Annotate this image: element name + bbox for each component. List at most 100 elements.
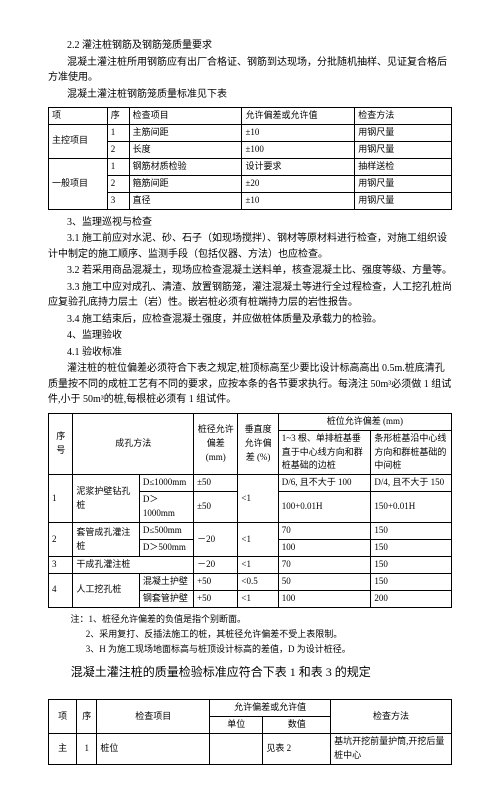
cell: D≤500mm xyxy=(139,523,193,540)
cell: 主筋间距 xyxy=(129,124,242,141)
cell: 70 xyxy=(278,557,371,574)
cell: 3 xyxy=(107,192,129,209)
cell xyxy=(210,734,263,765)
cell: 套管成孔灌注桩 xyxy=(73,523,139,557)
cell: <1 xyxy=(238,523,278,557)
cell: 用钢尺量 xyxy=(355,175,452,192)
cell: 1~3 根、单排桩基垂直于中心线方向和群桩基础的边桩 xyxy=(278,430,371,475)
cell: D/6, 且不大于 100 xyxy=(278,475,371,492)
cell: 桩位允许偏差 (mm) xyxy=(278,413,451,430)
cell: 混凝土护壁 xyxy=(139,574,193,591)
cell: D≤1000mm xyxy=(139,475,193,492)
heading-22: 2.2 灌注桩钢筋及钢筋笼质量要求 xyxy=(48,38,452,54)
cell: 用钢尺量 xyxy=(355,192,452,209)
cell: 泥浆护壁钻孔桩 xyxy=(73,475,139,523)
big-title: 混凝土灌注桩的质量检验标准应符合下表 1 和表 3 的规定 xyxy=(71,663,452,682)
cell: 1 xyxy=(77,734,97,765)
cell: ±50 xyxy=(194,475,238,492)
cell: 允许偏差或允许值 xyxy=(242,108,355,125)
cell: 基坑开挖前量护筒,开挖后量桩中心 xyxy=(331,734,452,765)
cell: 2 xyxy=(49,523,73,557)
cell: 序 xyxy=(77,700,97,734)
cell: 3 xyxy=(49,557,73,574)
cell: 一般项目 xyxy=(49,158,108,209)
cell: 垂直度允许偏差 (%) xyxy=(238,413,278,475)
cell: 桩径允许偏差 (mm) xyxy=(194,413,238,475)
heading-41: 4.1 验收标准 xyxy=(48,345,452,361)
cell: 人工挖孔桩 xyxy=(73,574,139,608)
cell: D/4, 且不大于 150 xyxy=(371,475,452,492)
cell: 允许偏差或允许值 xyxy=(210,700,331,717)
cell: 设计要求 xyxy=(242,158,355,175)
heading-3: 3、监理巡视与检查 xyxy=(48,215,452,231)
cell: 150 xyxy=(371,523,452,540)
cell: 用钢尺量 xyxy=(355,141,452,158)
paragraph-32: 3.2 若采用商品混凝土，现场应检查混凝土送料单，核查混凝土比、强度等级、方量等… xyxy=(48,263,452,279)
cell: 150 xyxy=(371,540,452,557)
cell: +50 xyxy=(194,574,238,591)
cell: 100 xyxy=(278,540,371,557)
cell: ±10 xyxy=(242,124,355,141)
cell: 直径 xyxy=(129,192,242,209)
cell: ±20 xyxy=(242,175,355,192)
heading-4: 4、监理验收 xyxy=(48,328,452,344)
cell: 条形桩基沿中心线方向和群桩基础的中间桩 xyxy=(371,430,452,475)
cell: 150 xyxy=(371,574,452,591)
paragraph-31: 3.1 施工前应对水泥、砂、石子（如现场搅拌）、钢材等原材料进行检查，对施工组织… xyxy=(48,231,452,262)
cell: 长度 xyxy=(129,141,242,158)
note-3: 3、H 为施工现场地面标高与桩顶设计标高的差值，D 为设计桩径。 xyxy=(86,643,452,657)
cell: ±50 xyxy=(194,492,238,523)
note-1: 注：1、桩径允许偏差的负值是指个别断面。 xyxy=(71,613,453,627)
cell: 1 xyxy=(107,124,129,141)
paragraph-34: 3.4 施工结束后，应检查混凝土强度，并应做桩体质量及承载力的检验。 xyxy=(48,312,452,328)
cell: 钢筋材质检验 xyxy=(129,158,242,175)
cell: 200 xyxy=(371,590,452,607)
cell: 2 xyxy=(107,175,129,192)
cell: 桩位 xyxy=(97,734,210,765)
paragraph-2: 混凝土灌注桩钢筋笼质量标准见下表 xyxy=(48,87,452,103)
cell: 成孔方法 xyxy=(73,413,194,475)
paragraph-41: 灌注桩的桩位偏差必须符合下表之规定,桩顶标高至少要比设计标高高出 0.5m.桩底… xyxy=(48,361,452,408)
cell: ±100 xyxy=(242,141,355,158)
cell: 70 xyxy=(278,523,371,540)
cell: 100 xyxy=(278,590,371,607)
cell: 钢套管护壁 xyxy=(139,590,193,607)
cell: 100+0.01H xyxy=(278,492,371,523)
cell: 检查方法 xyxy=(355,108,452,125)
cell: 2 xyxy=(107,141,129,158)
cell: 检查方法 xyxy=(331,700,452,734)
table-3: 项 序 检查项目 允许偏差或允许值 检查方法 单位 数值 主 1 桩位 见表 2… xyxy=(48,699,452,765)
cell: 1 xyxy=(107,158,129,175)
cell: 序号 xyxy=(49,413,73,475)
cell: 数值 xyxy=(263,717,331,734)
cell: <1 xyxy=(238,590,278,607)
cell: ±10 xyxy=(242,192,355,209)
cell: 序 xyxy=(107,108,129,125)
cell: <1 xyxy=(238,475,278,523)
paragraph-1: 混凝土灌注桩所用钢筋应有出厂合格证、钢筋到达现场，分批随机抽样、见证复合格后方准… xyxy=(48,55,452,86)
paragraph-33: 3.3 施工中应对成孔、清渣、放置钢筋笼，灌注混凝土等进行全过程检查，人工挖孔桩… xyxy=(48,280,452,311)
cell: 见表 2 xyxy=(263,734,331,765)
cell: －20 xyxy=(194,557,238,574)
cell: D＞1000mm xyxy=(139,492,193,523)
cell: <1 xyxy=(238,557,278,574)
cell: 主 xyxy=(49,734,77,765)
cell: 50 xyxy=(278,574,371,591)
cell: 主控项目 xyxy=(49,124,108,158)
cell: 抽样送检 xyxy=(355,158,452,175)
cell: 项 xyxy=(49,700,77,734)
cell: 1 xyxy=(49,475,73,523)
cell: 项 xyxy=(49,108,108,125)
table-1: 项 序 检查项目 允许偏差或允许值 检查方法 主控项目 1 主筋间距 ±10 用… xyxy=(48,107,452,210)
table-2: 序号 成孔方法 桩径允许偏差 (mm) 垂直度允许偏差 (%) 桩位允许偏差 (… xyxy=(48,413,452,608)
cell: +50 xyxy=(194,590,238,607)
note-2: 2、采用复打、反插法施工的桩，其桩径允许偏差不受上表限制。 xyxy=(86,628,452,642)
cell: －20 xyxy=(194,523,238,557)
cell: 用钢尺量 xyxy=(355,124,452,141)
cell: 150+0.01H xyxy=(371,492,452,523)
cell: 干成孔灌注桩 xyxy=(73,557,194,574)
cell: <0.5 xyxy=(238,574,278,591)
cell: 箍筋间距 xyxy=(129,175,242,192)
cell: D＞500mm xyxy=(139,540,193,557)
cell: 检查项目 xyxy=(129,108,242,125)
